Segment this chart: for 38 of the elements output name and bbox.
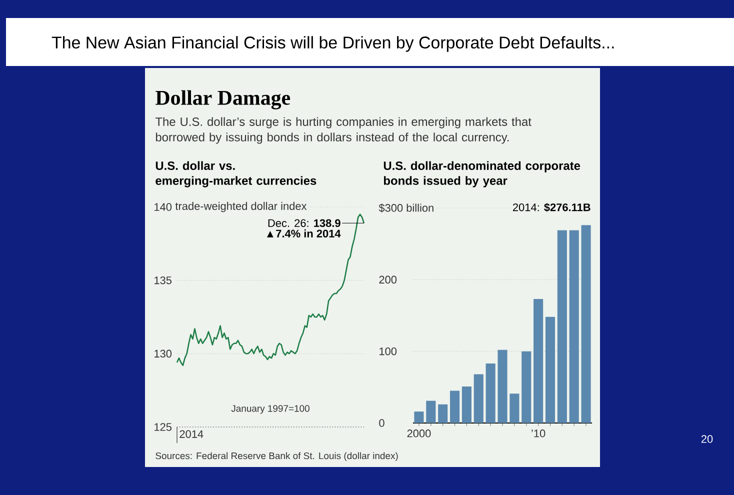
- text: 20: [701, 435, 713, 443]
- text: 2014: [180, 430, 204, 438]
- chart-title: U.S. dollar-denominated corporate bonds issued by year: [384, 161, 580, 188]
- bar: [462, 386, 472, 423]
- source-note: Sources: Federal Reserve Bank of St. Louis (dollar index): [156, 452, 398, 462]
- bar: [557, 230, 567, 423]
- y-tick-label: 200: [379, 276, 397, 284]
- chart-title: U.S. dollar vs. emerging-market currencies: [156, 161, 316, 188]
- bar: [569, 230, 579, 423]
- annotation: Dec. 26: 138.9: [268, 219, 340, 228]
- bar: [510, 394, 520, 423]
- y-tick-label: 0: [379, 419, 384, 427]
- y-tick-label: 125: [154, 423, 172, 431]
- bar: [474, 374, 484, 423]
- bar: [545, 316, 556, 423]
- y-axis-title: trade-weighted dollar index: [175, 202, 307, 212]
- x-tick-label: ’10: [532, 430, 546, 438]
- bar: [498, 350, 508, 423]
- text: The New Asian Financial Crisis will be Driven by Corporate Debt Defaults...: [52, 36, 614, 52]
- bar: [486, 364, 496, 423]
- x-tick-label: 2000: [407, 430, 431, 438]
- annotation: 2014: $276.11B: [512, 202, 590, 212]
- bar: [414, 412, 424, 423]
- y-tick-label: $300 billion: [378, 204, 434, 212]
- bar: [581, 225, 591, 423]
- y-tick-label: 130: [154, 350, 172, 358]
- annotation: January 1997=100: [231, 405, 310, 414]
- text: The U.S. dollar’s surge is hurting companies in emerging markets that borrowed by issuing bonds in dollars instead of the local currency.: [155, 117, 532, 144]
- text: Dollar Damage: [156, 90, 290, 110]
- annotation: ▲7.4% in 2014: [266, 229, 341, 238]
- bar: [534, 299, 544, 423]
- y-tick-label: 100: [380, 347, 397, 356]
- bar: [426, 400, 436, 423]
- y-tick-label: 140: [154, 203, 172, 211]
- y-tick-label: 135: [154, 276, 172, 284]
- bar: [450, 390, 460, 423]
- bar: [522, 351, 532, 423]
- bar: [438, 404, 448, 423]
